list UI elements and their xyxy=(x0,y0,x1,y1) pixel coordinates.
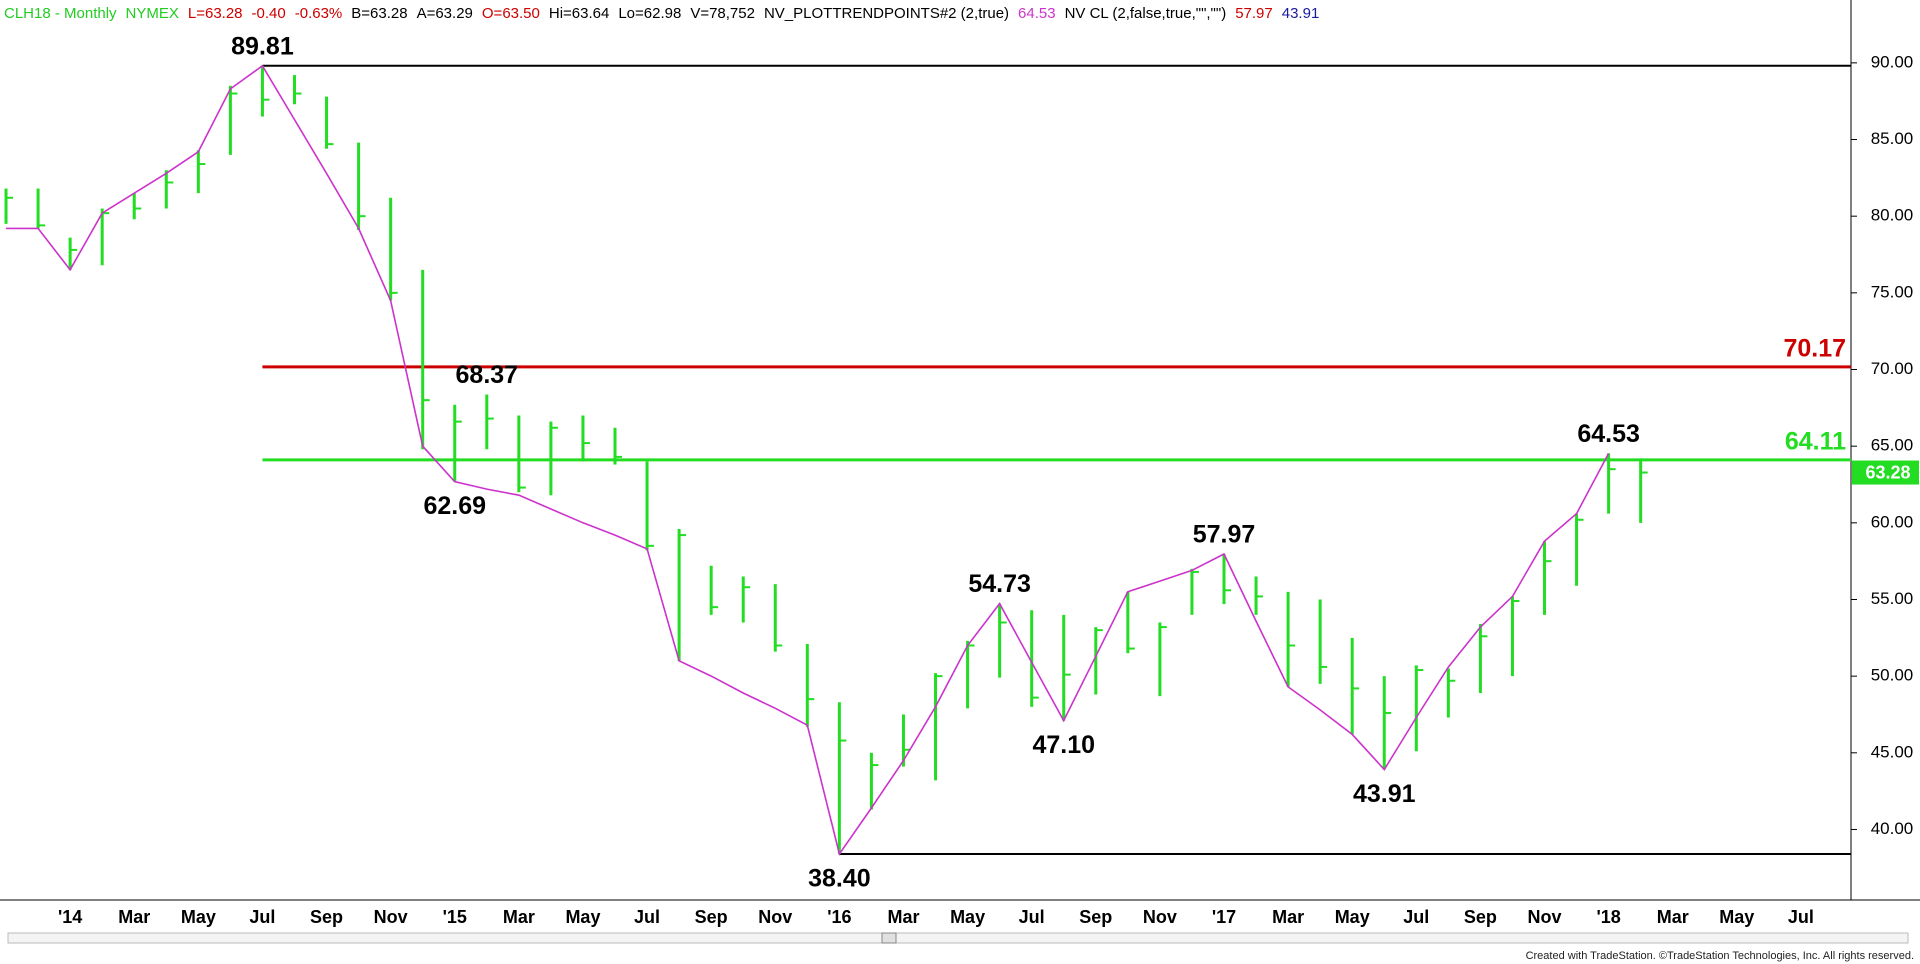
y-tick-label: 60.00 xyxy=(1871,512,1914,531)
y-tick-label: 55.00 xyxy=(1871,589,1914,608)
x-tick-label: Sep xyxy=(695,907,728,927)
x-tick-label: Jul xyxy=(249,907,275,927)
scrollbar[interactable] xyxy=(7,932,1909,944)
header-item: -0.40 xyxy=(252,5,286,22)
x-tick-label: '15 xyxy=(443,907,467,927)
header-item: L=63.28 xyxy=(188,5,243,22)
y-tick-label: 65.00 xyxy=(1871,436,1914,455)
x-tick-label: May xyxy=(1719,907,1754,927)
x-tick-label: Mar xyxy=(503,907,535,927)
pivot-label: 38.40 xyxy=(808,865,871,893)
x-tick-label: Sep xyxy=(1464,907,1497,927)
x-tick-label: May xyxy=(181,907,216,927)
x-tick-label: Jul xyxy=(1788,907,1814,927)
level-label: 70.17 xyxy=(1783,335,1846,363)
x-tick-label: '18 xyxy=(1596,907,1620,927)
last-price-label: 63.28 xyxy=(1865,462,1910,482)
y-tick-label: 50.00 xyxy=(1871,666,1914,685)
header-item: NV_PLOTTRENDPOINTS#2 (2,true) xyxy=(764,5,1009,22)
header-item: NYMEX xyxy=(126,5,179,22)
last-price-box xyxy=(1852,460,1919,485)
y-tick-label: 70.00 xyxy=(1871,359,1914,378)
x-tick-label: Sep xyxy=(310,907,343,927)
x-tick-label: '17 xyxy=(1212,907,1236,927)
header-item: Lo=62.98 xyxy=(618,5,681,22)
header-item: -0.63% xyxy=(295,5,343,22)
x-tick-label: '14 xyxy=(58,907,82,927)
x-tick-label: Jul xyxy=(634,907,660,927)
header-item: Hi=63.64 xyxy=(549,5,609,22)
header-item: NV CL (2,false,true,"","") xyxy=(1065,5,1227,22)
x-tick-label: '16 xyxy=(827,907,851,927)
y-tick-label: 45.00 xyxy=(1871,742,1914,761)
x-tick-label: May xyxy=(565,907,600,927)
header-item: CLH18 - Monthly xyxy=(4,5,117,22)
x-tick-label: Nov xyxy=(374,907,408,927)
pivot-label: 89.81 xyxy=(231,32,294,60)
pivot-label: 64.53 xyxy=(1577,420,1640,448)
x-tick-label: Mar xyxy=(1272,907,1304,927)
x-tick-label: Mar xyxy=(1657,907,1689,927)
y-tick-label: 80.00 xyxy=(1871,206,1914,225)
x-tick-label: Sep xyxy=(1079,907,1112,927)
x-tick-label: Mar xyxy=(118,907,150,927)
x-tick-label: Nov xyxy=(1143,907,1177,927)
x-tick-label: Nov xyxy=(1528,907,1562,927)
header-item: B=63.28 xyxy=(351,5,407,22)
pivot-label: 68.37 xyxy=(456,361,519,389)
scrollbar-thumb[interactable] xyxy=(881,932,897,944)
y-tick-label: 90.00 xyxy=(1871,52,1914,71)
footer: Created with TradeStation. ©TradeStation… xyxy=(1526,950,1914,962)
y-tick-label: 85.00 xyxy=(1871,129,1914,148)
y-tick-label: 40.00 xyxy=(1871,819,1914,838)
pivot-label: 47.10 xyxy=(1032,731,1095,759)
x-tick-label: Jul xyxy=(1403,907,1429,927)
header-item: A=63.29 xyxy=(417,5,473,22)
header-item: 57.97 xyxy=(1235,5,1273,22)
pivot-label: 43.91 xyxy=(1353,780,1416,808)
header-item: V=78,752 xyxy=(690,5,755,22)
header-item: O=63.50 xyxy=(482,5,540,22)
y-tick-label: 75.00 xyxy=(1871,282,1914,301)
level-label: 64.11 xyxy=(1785,427,1846,455)
header: CLH18 - Monthly NYMEX L=63.28 -0.40 -0.63% B=… xyxy=(4,5,1319,22)
header-item: 64.53 xyxy=(1018,5,1056,22)
pivot-label: 62.69 xyxy=(423,492,486,520)
x-tick-label: May xyxy=(1335,907,1370,927)
x-tick-label: May xyxy=(950,907,985,927)
trend-line xyxy=(6,64,1610,856)
x-tick-label: Jul xyxy=(1019,907,1045,927)
x-tick-label: Nov xyxy=(758,907,792,927)
header-item: 43.91 xyxy=(1282,5,1320,22)
x-tick-label: Mar xyxy=(887,907,919,927)
pivot-label: 54.73 xyxy=(968,570,1031,598)
pivot-label: 57.97 xyxy=(1193,521,1256,549)
